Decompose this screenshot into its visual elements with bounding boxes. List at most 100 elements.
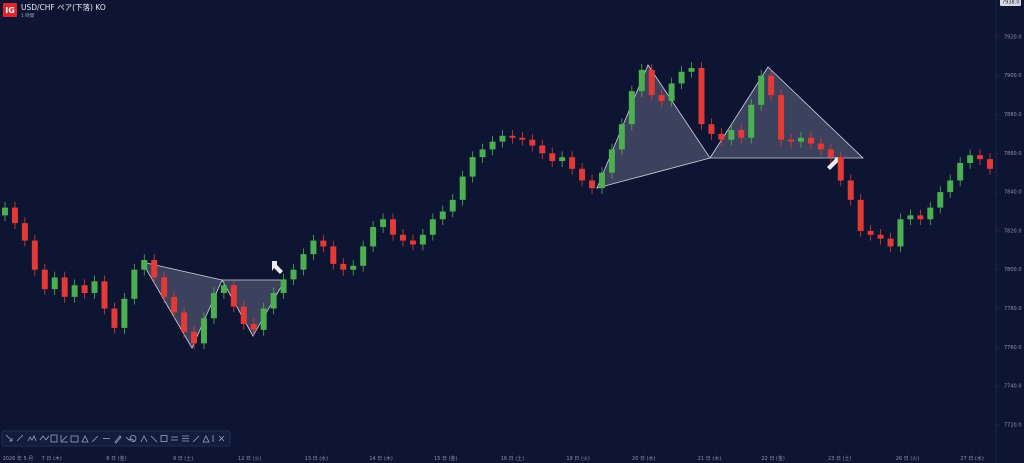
candle-body bbox=[937, 192, 944, 208]
candle-body bbox=[230, 285, 237, 307]
candle-body bbox=[987, 159, 994, 169]
candle-body bbox=[350, 265, 357, 270]
x-tick-label: 26 日 (火) bbox=[896, 456, 919, 462]
x-tick-label: 15 日 (金) bbox=[434, 455, 457, 462]
candle-body bbox=[807, 137, 814, 144]
y-tick-label: 7860.0 bbox=[1004, 151, 1022, 157]
logo: IG bbox=[5, 6, 15, 15]
x-tick-label: 19 日 (火) bbox=[566, 456, 589, 462]
candle-body bbox=[698, 67, 705, 125]
candle-body bbox=[897, 219, 904, 247]
candle-body bbox=[409, 240, 416, 245]
candle-body bbox=[728, 130, 735, 140]
candle-body bbox=[151, 260, 158, 278]
toolbar bbox=[1, 430, 231, 447]
x-tick-label: 27 日 (水) bbox=[960, 455, 983, 462]
tool-icon[interactable] bbox=[27, 435, 37, 442]
tool-icon[interactable] bbox=[160, 435, 168, 442]
tool-icon[interactable] bbox=[192, 435, 200, 443]
candle-body bbox=[81, 285, 88, 293]
tool-icon[interactable] bbox=[5, 434, 13, 442]
candle-body bbox=[370, 227, 377, 247]
candle-body bbox=[638, 69, 645, 92]
candle-body bbox=[41, 269, 48, 290]
y-tick-label: 7800.0 bbox=[1004, 267, 1022, 273]
candle-body bbox=[579, 168, 586, 181]
candle-body bbox=[429, 219, 436, 235]
tool-icon[interactable] bbox=[70, 435, 79, 443]
candle-body bbox=[758, 75, 765, 105]
candle-body bbox=[489, 141, 496, 150]
x-axis: 2026 年 5 月 7 日 (木) 8 日 (金) 9 日 (土) 12 日 (火) 1… bbox=[3, 452, 984, 462]
candle-body bbox=[549, 153, 556, 162]
x-tick-label: 14 日 (木) bbox=[369, 455, 392, 462]
x-tick-label: 16 日 (土) bbox=[501, 455, 524, 462]
candle-body bbox=[131, 269, 138, 299]
tool-icons bbox=[5, 434, 225, 444]
candle-body bbox=[360, 246, 367, 266]
price-marker-box bbox=[1000, 0, 1021, 6]
candle-body bbox=[171, 296, 178, 313]
tool-close[interactable] bbox=[218, 435, 225, 442]
tool-icon[interactable] bbox=[114, 435, 122, 444]
candle-body bbox=[598, 172, 605, 189]
x-tick-label: 9 日 (土) bbox=[173, 455, 193, 462]
candle-body bbox=[51, 277, 58, 290]
candle-body bbox=[449, 199, 456, 212]
tool-icon[interactable] bbox=[50, 434, 58, 443]
candle-body bbox=[439, 211, 446, 220]
chart-subtitle: 1 時間 bbox=[21, 13, 35, 19]
x-tick-label: 13 日 (水) bbox=[305, 455, 328, 462]
candle-body bbox=[797, 137, 804, 142]
candle-body bbox=[399, 234, 406, 241]
candle-body bbox=[499, 135, 506, 142]
candle-body bbox=[300, 254, 307, 270]
tool-icon[interactable] bbox=[202, 435, 210, 443]
candle-body bbox=[121, 298, 128, 328]
candle-body bbox=[738, 130, 745, 138]
candle-body bbox=[191, 331, 198, 344]
candle-body bbox=[678, 71, 685, 84]
tool-icon[interactable] bbox=[91, 435, 99, 443]
y-tick-label: 7760.0 bbox=[1004, 345, 1022, 351]
candle-body bbox=[748, 104, 755, 138]
y-tick-label: 7780.0 bbox=[1004, 306, 1022, 312]
candle-body bbox=[310, 240, 317, 255]
arrow bbox=[272, 261, 283, 274]
candle-body bbox=[320, 240, 327, 247]
candle-body bbox=[788, 139, 795, 142]
candle-body bbox=[91, 281, 98, 293]
candle-body bbox=[688, 67, 695, 72]
candle-body bbox=[141, 260, 148, 270]
candle-body bbox=[340, 263, 347, 270]
candle-body bbox=[479, 149, 486, 158]
y-tick-label: 7840.0 bbox=[1004, 190, 1022, 196]
logo-box bbox=[3, 3, 17, 17]
x-tick-label: 7 日 (木) bbox=[42, 455, 62, 462]
tool-icon[interactable] bbox=[39, 435, 50, 441]
candle-body bbox=[380, 219, 387, 228]
tool-icon[interactable] bbox=[182, 435, 189, 442]
candle-body bbox=[927, 207, 934, 220]
candle-body bbox=[469, 157, 476, 177]
tool-icon[interactable] bbox=[150, 435, 158, 443]
candle-body bbox=[877, 234, 884, 239]
tool-icon[interactable] bbox=[140, 435, 148, 443]
candle-body bbox=[618, 124, 625, 150]
tool-icon[interactable] bbox=[16, 434, 24, 442]
tool-icon[interactable] bbox=[129, 435, 137, 442]
candle-body bbox=[907, 215, 914, 220]
tool-icon[interactable] bbox=[171, 436, 178, 441]
x-tick-label: 2026 年 5 月 bbox=[3, 455, 34, 462]
tool-icon[interactable] bbox=[60, 435, 68, 443]
candle-body bbox=[947, 180, 954, 193]
tool-icon[interactable] bbox=[81, 435, 89, 443]
candle-body bbox=[260, 308, 267, 330]
price-marker-label: 7938.0 bbox=[1002, 0, 1020, 5]
candle-body bbox=[917, 215, 924, 220]
candle-body bbox=[71, 285, 78, 297]
candle-body bbox=[529, 139, 536, 146]
candle-body bbox=[589, 180, 596, 189]
candle-body bbox=[668, 83, 675, 101]
candle-body bbox=[967, 155, 974, 163]
